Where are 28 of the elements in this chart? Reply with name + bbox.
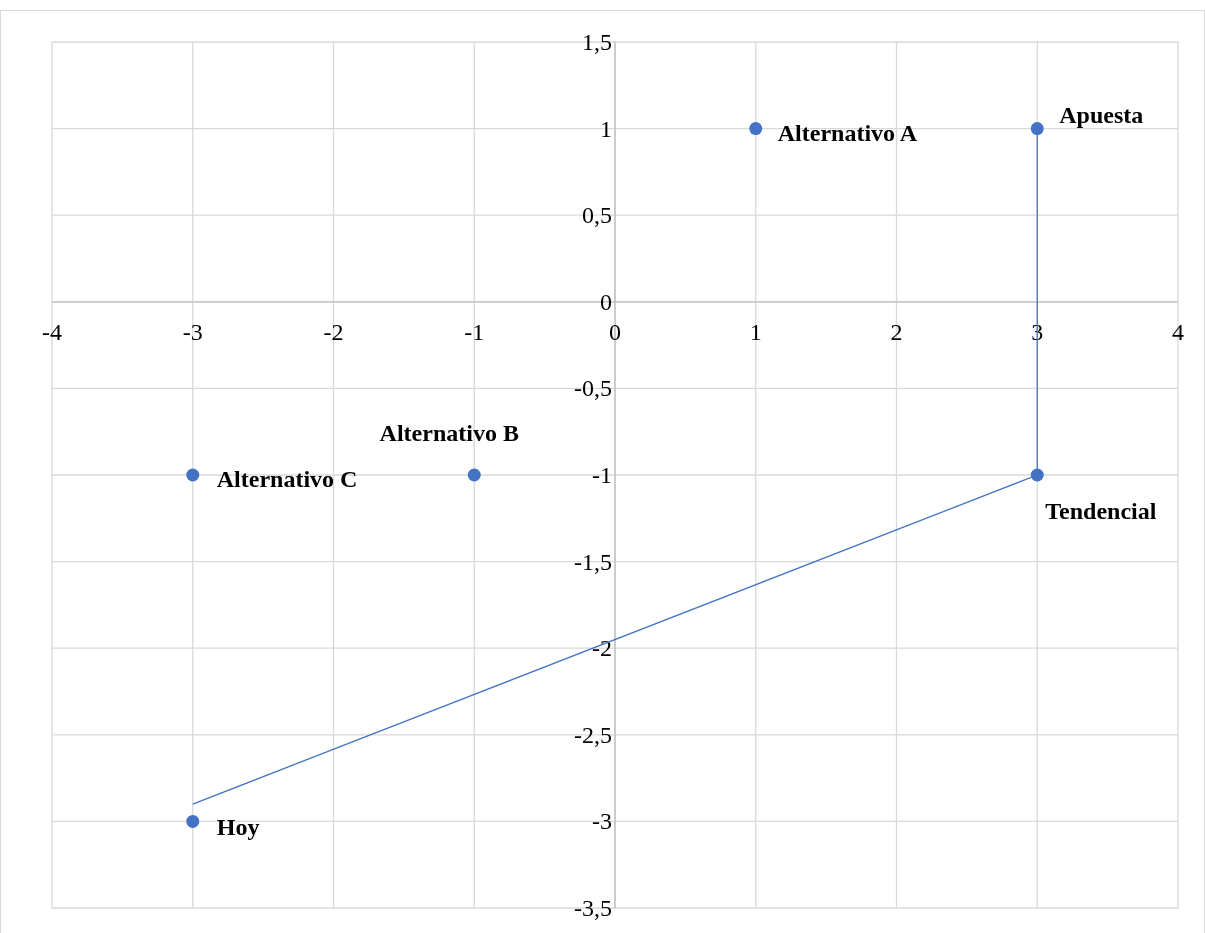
annotation: Hoy: [216, 814, 260, 841]
annotation: Alternativo C: [216, 466, 358, 492]
y-tick-label: -3: [592, 808, 612, 835]
y-tick-label: -2,5: [574, 721, 612, 748]
point: [749, 122, 763, 136]
point: [186, 814, 200, 828]
annotation: Alternativo B: [379, 420, 519, 446]
point: [186, 468, 200, 482]
y-tick-label: 0,5: [582, 202, 612, 229]
x-tick-label: -1: [464, 318, 485, 345]
annotation: Apuesta: [1059, 101, 1144, 128]
y-tick-label: 1,5: [582, 29, 612, 55]
x-tick-label: 2: [890, 318, 903, 345]
x-tick-label: 4: [1172, 318, 1184, 345]
annotation: Tendencial: [1045, 498, 1157, 524]
y-tick-label: -1,5: [574, 548, 612, 575]
y-tick-label: 0: [600, 288, 612, 315]
y-tick-label: 1: [600, 115, 612, 142]
x-tick-label: -2: [323, 318, 344, 345]
point: [467, 468, 481, 482]
annotation: Alternativo A: [777, 119, 918, 146]
y-tick-label: -1: [592, 462, 612, 488]
x-tick-label: -3: [182, 318, 203, 345]
x-tick-label: 1: [749, 318, 762, 345]
y-tick-label: -3,5: [574, 895, 612, 921]
x-tick-label: -4: [42, 318, 62, 345]
point: [1030, 122, 1044, 136]
y-tick-label: -0,5: [574, 375, 612, 402]
